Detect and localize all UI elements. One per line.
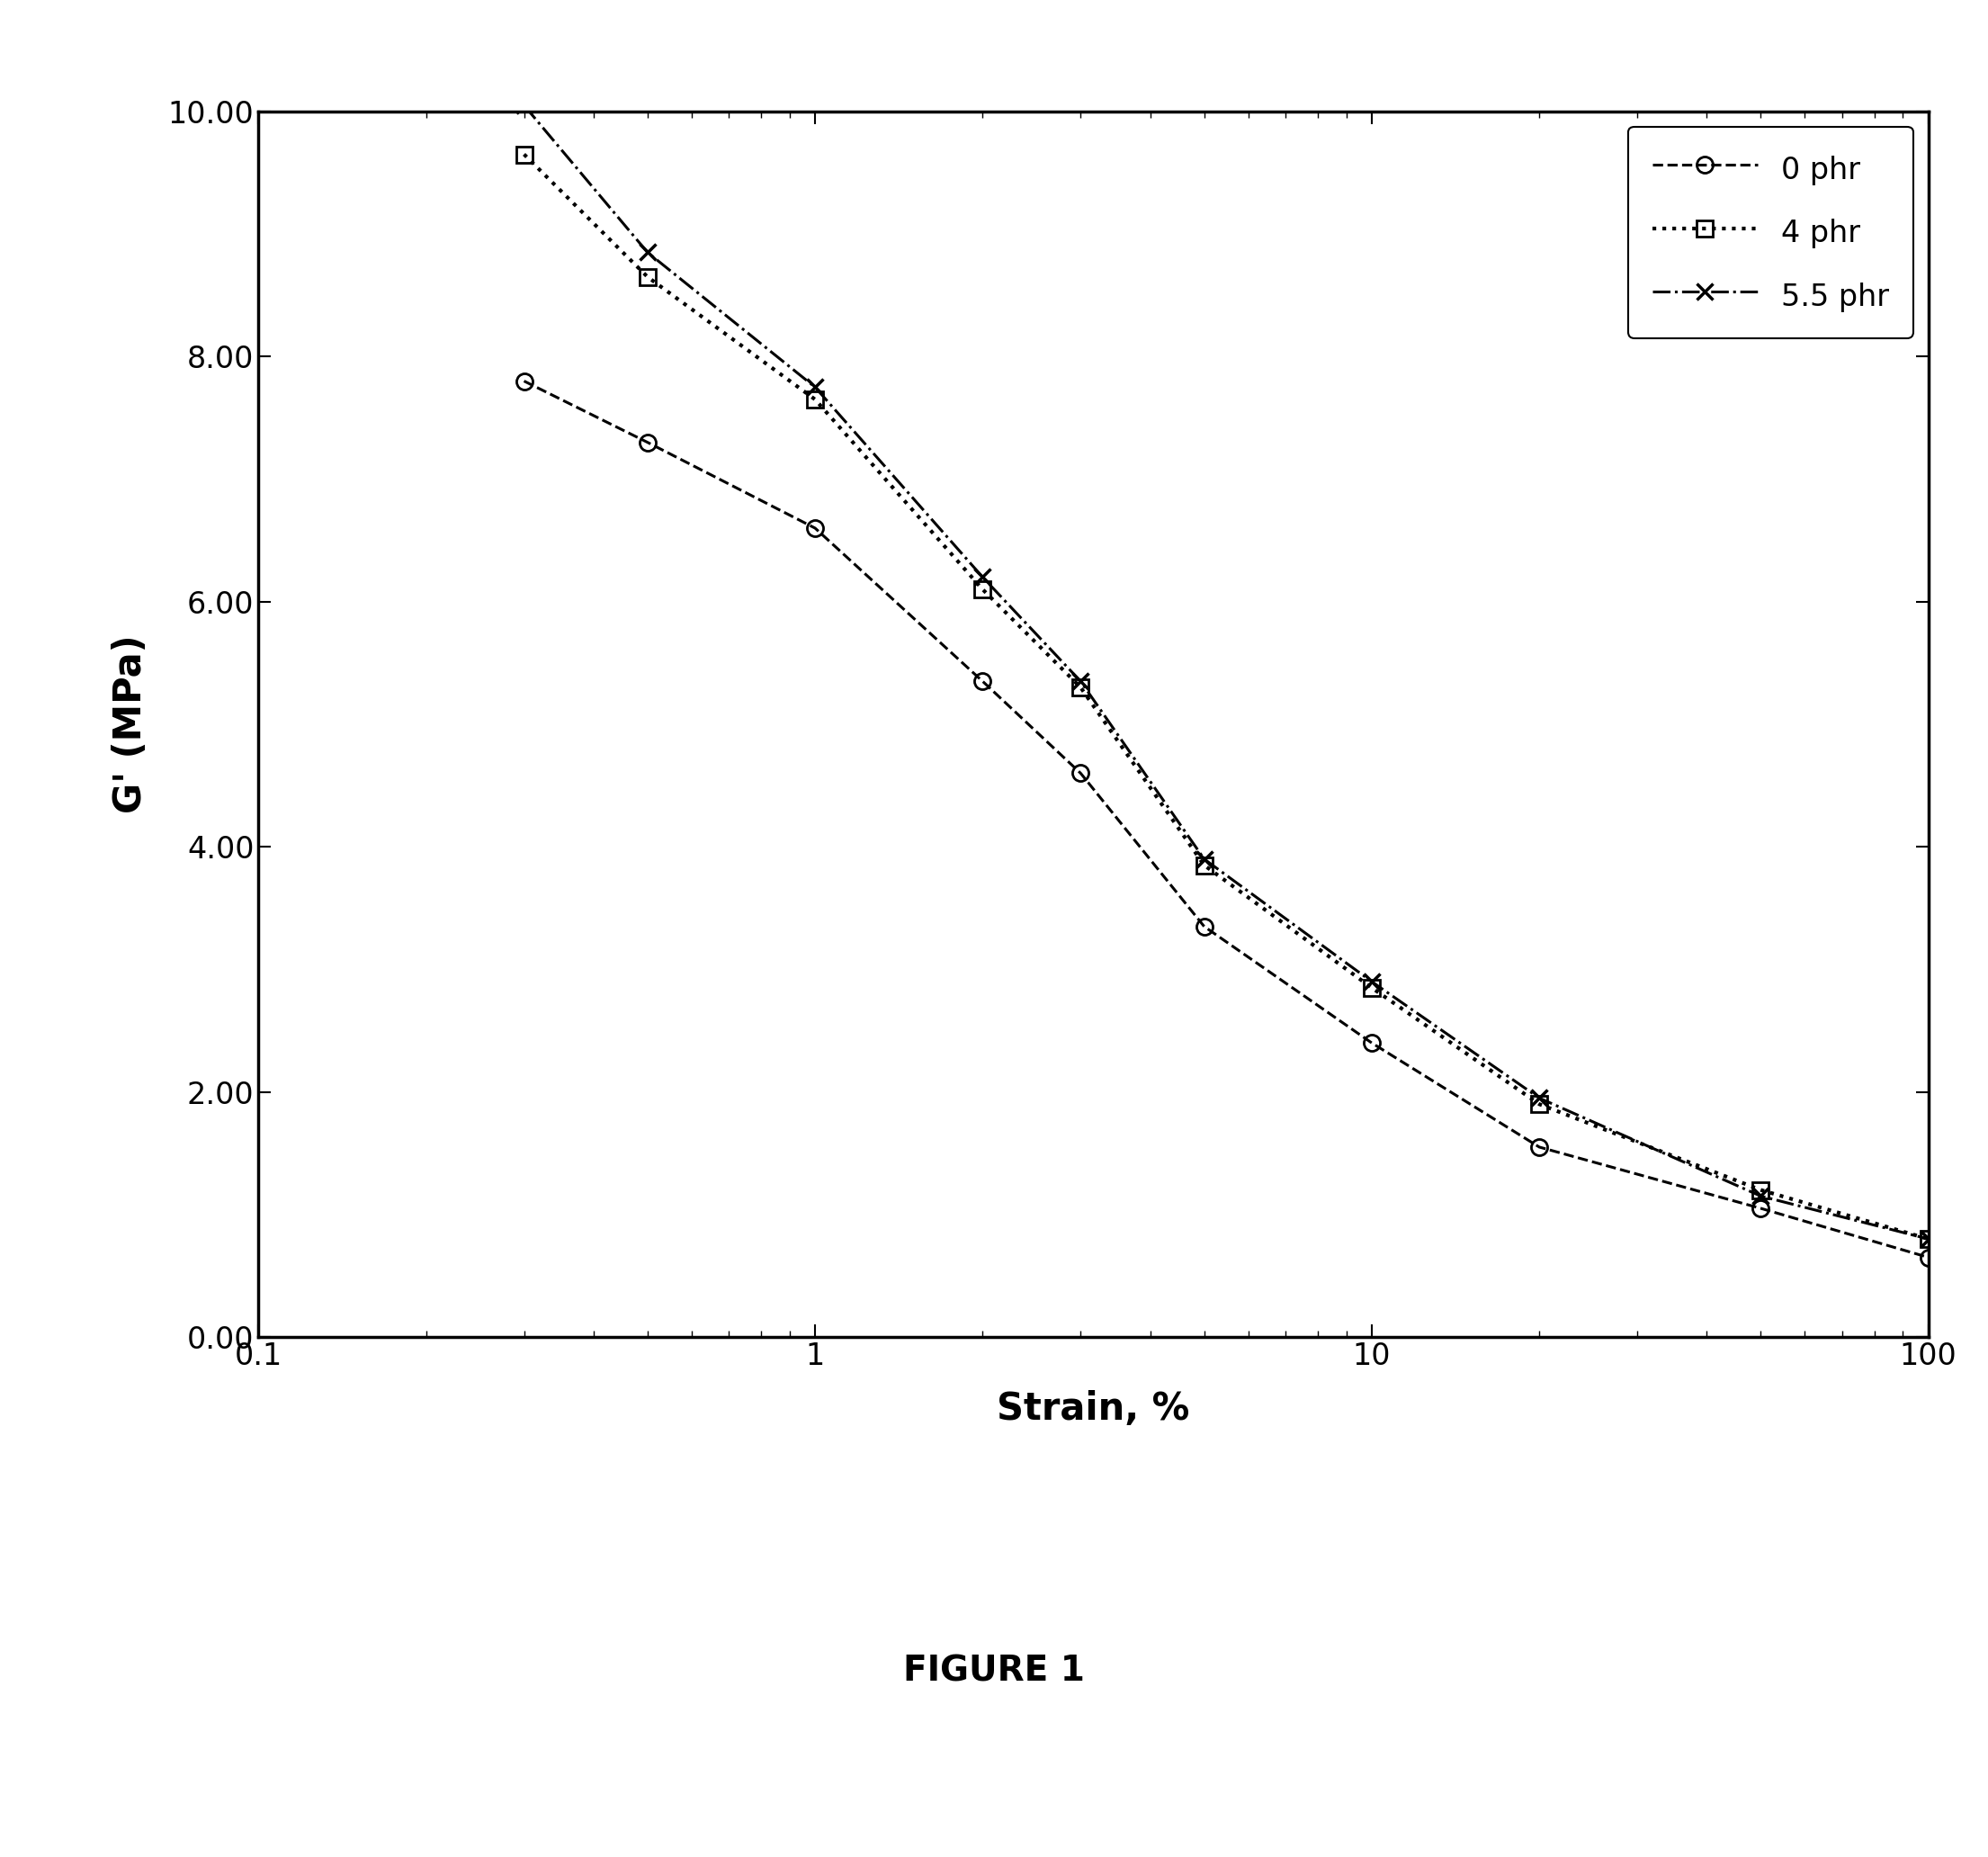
- X-axis label: Strain, %: Strain, %: [996, 1389, 1191, 1428]
- 5.5 phr: [1749, 1185, 1773, 1207]
- 5.5 phr: [636, 241, 660, 264]
- 4 phr: [513, 143, 537, 165]
- 5.5 phr: [513, 95, 537, 117]
- 4 phr: [1527, 1094, 1551, 1116]
- 0 phr: [1916, 1246, 1940, 1268]
- 0 phr: [1527, 1136, 1551, 1159]
- 4 phr: [1916, 1227, 1940, 1250]
- 4 phr: [1193, 854, 1217, 877]
- 4 phr: [1360, 977, 1384, 999]
- Line: 5.5 phr: 5.5 phr: [517, 97, 1936, 1248]
- 4 phr: [970, 578, 994, 600]
- Line: 4 phr: 4 phr: [517, 147, 1936, 1248]
- Text: FIGURE 1: FIGURE 1: [903, 1655, 1085, 1688]
- 0 phr: [513, 370, 537, 392]
- 5.5 phr: [1070, 670, 1093, 693]
- 5.5 phr: [1527, 1086, 1551, 1109]
- 4 phr: [803, 388, 827, 410]
- 0 phr: [1360, 1032, 1384, 1055]
- 4 phr: [1070, 676, 1093, 698]
- 4 phr: [636, 266, 660, 288]
- 0 phr: [1749, 1198, 1773, 1220]
- Legend: 0 phr, 4 phr, 5.5 phr: 0 phr, 4 phr, 5.5 phr: [1628, 126, 1912, 338]
- 5.5 phr: [1193, 849, 1217, 871]
- 5.5 phr: [803, 375, 827, 399]
- 5.5 phr: [1916, 1227, 1940, 1250]
- 0 phr: [1070, 761, 1093, 784]
- Line: 0 phr: 0 phr: [517, 373, 1936, 1265]
- 0 phr: [636, 431, 660, 453]
- 0 phr: [803, 516, 827, 539]
- Y-axis label: G' (MPa): G' (MPa): [111, 635, 149, 813]
- 0 phr: [970, 670, 994, 693]
- 5.5 phr: [1360, 971, 1384, 993]
- 4 phr: [1749, 1179, 1773, 1201]
- 0 phr: [1193, 916, 1217, 938]
- 5.5 phr: [970, 566, 994, 589]
